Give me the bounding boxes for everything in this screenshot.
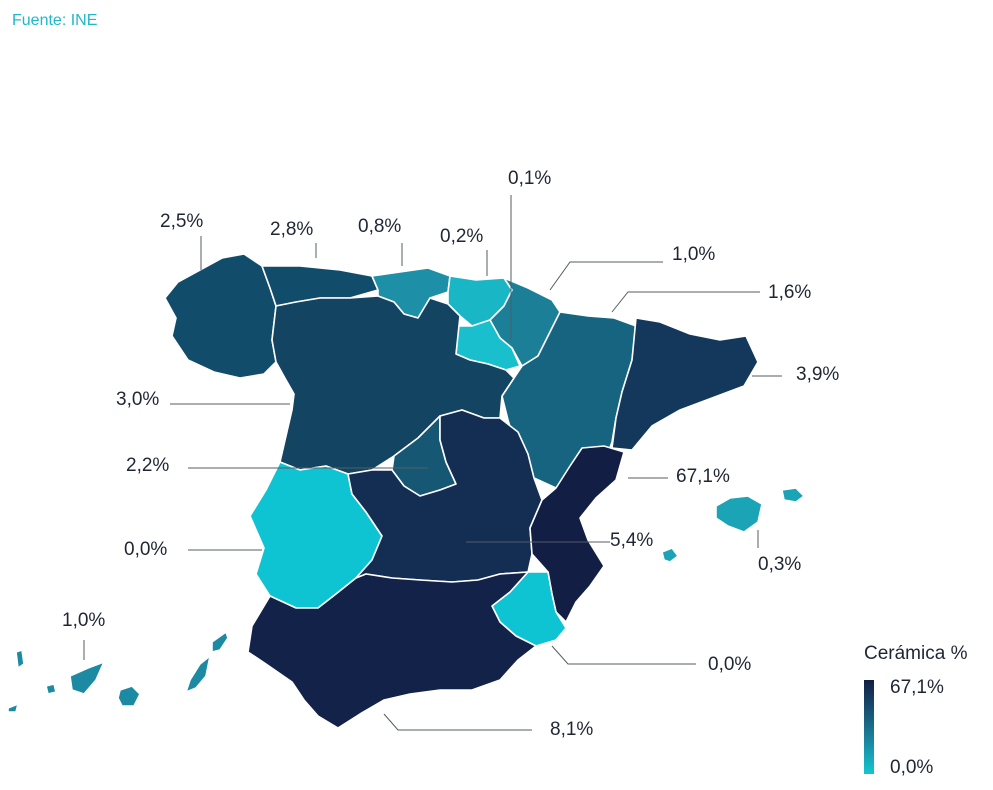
region-galicia[interactable]: [164, 253, 277, 379]
label-murcia: 0,0%: [708, 654, 751, 675]
label-extremadura: 0,0%: [124, 539, 167, 560]
label-cantabria: 0,8%: [358, 216, 401, 237]
legend-color-bar: [864, 680, 874, 774]
region-canarias-gomera[interactable]: [45, 683, 57, 695]
source-note: Fuente: INE: [12, 12, 98, 29]
region-baleares-ibiza[interactable]: [661, 547, 679, 563]
region-baleares-menorca[interactable]: [781, 487, 805, 503]
region-canarias-lanzarote[interactable]: [211, 631, 229, 653]
region-andalucia[interactable]: [247, 571, 537, 729]
legend-title: Cerámica %: [864, 643, 968, 664]
label-asturias: 2,8%: [270, 219, 313, 240]
label-madrid: 2,2%: [126, 455, 169, 476]
label-castilla-la-mancha: 5,4%: [610, 530, 653, 551]
region-canarias-tenerife[interactable]: [69, 661, 105, 695]
leader-lines: [83, 195, 782, 731]
label-andalucia: 8,1%: [550, 719, 593, 740]
label-baleares: 0,3%: [758, 554, 801, 575]
label-canarias: 1,0%: [62, 610, 105, 631]
label-cataluna: 3,9%: [796, 364, 839, 385]
label-aragon: 1,6%: [768, 282, 811, 303]
label-valencia: 67,1%: [676, 466, 730, 487]
label-galicia: 2,5%: [160, 211, 203, 232]
label-castilla-leon: 3,0%: [116, 389, 159, 410]
region-cataluna[interactable]: [611, 317, 759, 451]
region-baleares-mallorca[interactable]: [715, 495, 763, 533]
region-canarias-fuerteventura[interactable]: [185, 655, 211, 693]
legend-max-label: 67,1%: [890, 677, 944, 698]
legend-min-label: 0,0%: [890, 757, 934, 778]
region-valencia[interactable]: [529, 445, 625, 623]
region-labels: 2,5% 2,8% 0,8% 0,2% 0,1% 1,0% 1,6% 3,9% …: [62, 168, 839, 740]
region-canarias-la-palma[interactable]: [15, 649, 25, 669]
label-la-rioja: 0,1%: [508, 168, 551, 189]
region-canarias-gran-canaria[interactable]: [117, 685, 141, 707]
label-navarra: 1,0%: [672, 244, 715, 265]
label-pais-vasco: 0,2%: [440, 226, 483, 247]
region-canarias-hierro[interactable]: [7, 703, 19, 713]
